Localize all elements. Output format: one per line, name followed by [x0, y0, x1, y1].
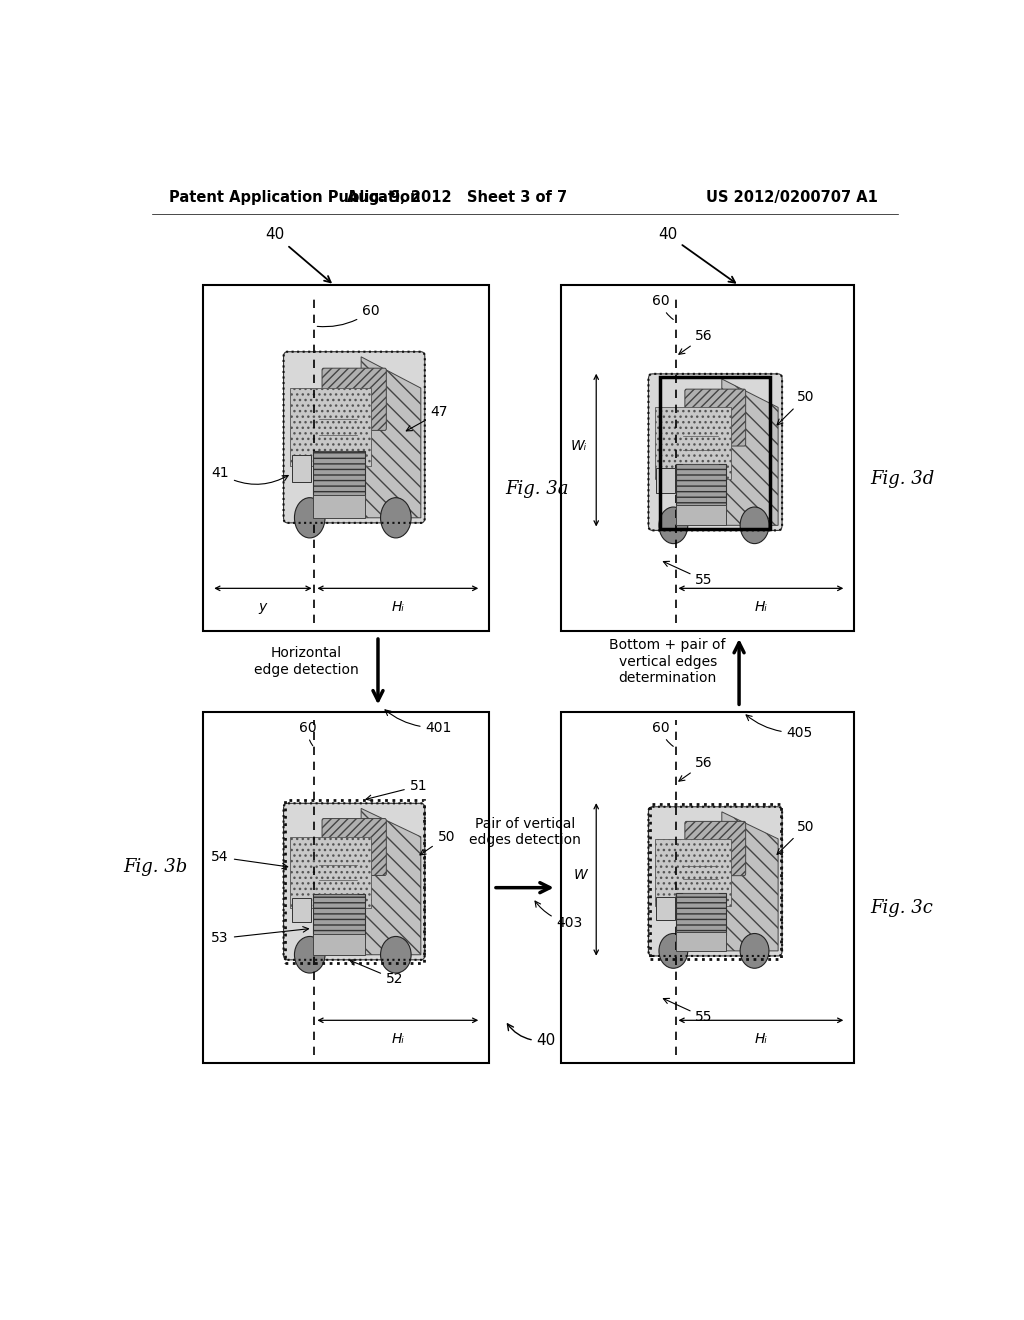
Bar [650, 804, 780, 958]
Text: 47: 47 [407, 405, 449, 430]
Text: Hᵢ: Hᵢ [755, 599, 767, 614]
Bar [285, 800, 424, 962]
Text: 53: 53 [211, 927, 308, 945]
Bar [204, 713, 489, 1063]
Ellipse shape [740, 507, 769, 544]
FancyBboxPatch shape [648, 807, 782, 956]
Text: Bottom + pair of
vertical edges
determination: Bottom + pair of vertical edges determin… [609, 639, 726, 685]
Text: Aug. 9, 2012   Sheet 3 of 7: Aug. 9, 2012 Sheet 3 of 7 [347, 190, 567, 205]
Text: US 2012/0200707 A1: US 2012/0200707 A1 [707, 190, 878, 205]
Text: W: W [573, 869, 587, 883]
FancyBboxPatch shape [685, 389, 745, 446]
Text: 56: 56 [679, 329, 713, 354]
Bar [676, 932, 726, 950]
Bar [312, 935, 366, 954]
Polygon shape [361, 356, 421, 517]
Text: Fig. 3b: Fig. 3b [123, 858, 187, 876]
Text: y: y [259, 599, 267, 614]
Ellipse shape [295, 936, 325, 973]
Text: 55: 55 [664, 561, 713, 587]
FancyBboxPatch shape [284, 804, 425, 960]
Text: 40: 40 [265, 227, 331, 282]
Text: Fig. 3a: Fig. 3a [505, 479, 568, 498]
Bar [656, 896, 675, 920]
Bar [560, 285, 854, 631]
Text: 401: 401 [385, 710, 452, 735]
FancyBboxPatch shape [648, 374, 782, 531]
Text: Fig. 3d: Fig. 3d [870, 470, 934, 487]
Polygon shape [722, 812, 778, 950]
Ellipse shape [381, 498, 411, 539]
Ellipse shape [295, 498, 325, 539]
Text: 40: 40 [658, 227, 735, 282]
Bar [560, 713, 854, 1063]
Text: 41: 41 [211, 466, 288, 484]
Bar [676, 465, 726, 510]
Bar [290, 388, 371, 466]
FancyBboxPatch shape [322, 368, 386, 430]
Text: 405: 405 [746, 715, 813, 739]
Text: Fig. 3c: Fig. 3c [870, 899, 933, 917]
Text: Wᵢ: Wᵢ [570, 440, 587, 453]
Text: 50: 50 [777, 391, 814, 425]
Bar [655, 408, 731, 479]
Ellipse shape [381, 936, 411, 973]
Bar [292, 898, 311, 923]
Bar [656, 469, 675, 492]
Polygon shape [361, 808, 421, 954]
Text: 52: 52 [350, 960, 403, 986]
Text: 50: 50 [777, 820, 814, 854]
Text: 55: 55 [664, 998, 713, 1024]
Polygon shape [722, 379, 778, 525]
Text: 60: 60 [299, 721, 316, 746]
Text: Hᵢ: Hᵢ [391, 599, 404, 614]
Text: Hᵢ: Hᵢ [391, 1032, 404, 1045]
FancyBboxPatch shape [685, 821, 745, 875]
Text: Patent Application Publication: Patent Application Publication [169, 190, 421, 205]
Text: 51: 51 [366, 779, 427, 801]
Bar [312, 450, 366, 500]
Text: 40: 40 [508, 1024, 556, 1048]
Text: Hᵢ: Hᵢ [755, 1032, 767, 1045]
Bar [676, 506, 726, 525]
Text: Horizontal
edge detection: Horizontal edge detection [254, 647, 359, 677]
Ellipse shape [740, 933, 769, 969]
Bar [660, 378, 770, 529]
Text: Pair of vertical
edges detection: Pair of vertical edges detection [469, 817, 581, 847]
Text: 50: 50 [420, 830, 455, 855]
Bar [655, 840, 731, 907]
FancyBboxPatch shape [322, 818, 386, 875]
Text: 60: 60 [651, 293, 673, 319]
Ellipse shape [659, 933, 688, 969]
Text: 403: 403 [536, 902, 583, 931]
Bar [292, 455, 311, 482]
Bar [312, 495, 366, 517]
Bar [204, 285, 489, 631]
Text: 56: 56 [679, 756, 713, 781]
Text: 60: 60 [317, 304, 380, 327]
Bar [676, 892, 726, 936]
Text: 54: 54 [211, 850, 288, 869]
Bar [312, 894, 366, 939]
Text: 60: 60 [651, 721, 673, 746]
Bar [290, 837, 371, 908]
FancyBboxPatch shape [284, 351, 425, 523]
Ellipse shape [659, 507, 688, 544]
